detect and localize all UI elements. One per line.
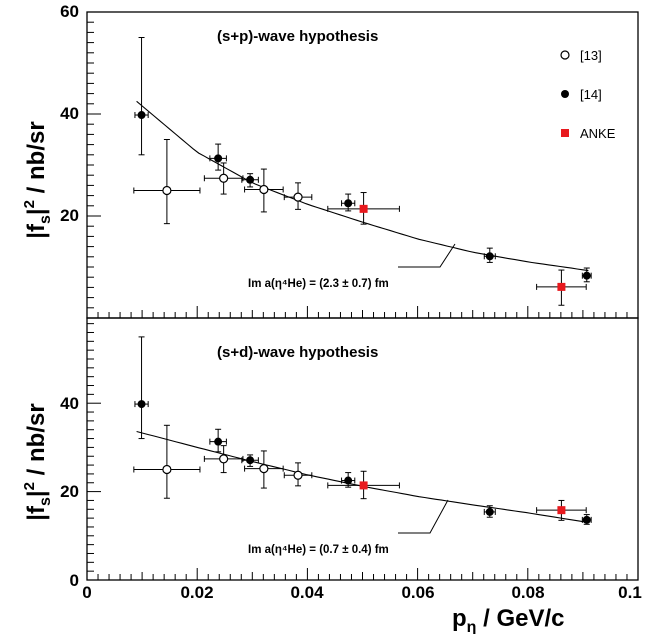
data-points-bottom <box>133 336 592 525</box>
data-point-open-circle <box>219 454 229 464</box>
data-point-open-circle <box>162 185 172 196</box>
ytick-label: 40 <box>60 394 79 413</box>
data-point-filled-circle <box>344 199 353 208</box>
panel-top: (s+p)-wave hypothesis 20 40 60 [13] [14]… <box>21 2 639 319</box>
ytick-label: 0 <box>70 571 79 590</box>
xtick-label: 0.06 <box>401 583 434 602</box>
data-point-anke-square <box>557 506 566 515</box>
data-point-filled-circle <box>137 111 146 120</box>
legend-marker-red-square <box>561 129 569 137</box>
data-point-open-circle <box>259 464 269 474</box>
x-axis-label: pη / GeV/c <box>452 605 565 634</box>
data-point-filled-circle <box>214 154 223 163</box>
ytick-labels-top: 20 40 60 <box>60 2 79 225</box>
fit-curve-top <box>136 100 589 272</box>
hypothesis-title-top: (s+p)-wave hypothesis <box>217 28 378 45</box>
xtick-labels: 0 0.02 0.04 0.06 0.08 0.1 <box>82 583 642 602</box>
data-point-open-circle <box>293 192 303 202</box>
data-point-filled-circle <box>214 437 223 446</box>
data-point-filled-circle <box>344 476 353 485</box>
ytick-label: 40 <box>60 104 79 123</box>
fit-curve-line <box>136 430 589 524</box>
data-point-filled-circle <box>137 400 146 409</box>
xtick-label: 0.02 <box>180 583 213 602</box>
ytick-label: 20 <box>60 206 79 225</box>
xtick-label: 0 <box>82 583 91 602</box>
legend-marker-filled-circle <box>561 90 569 98</box>
data-point-anke-square <box>557 282 566 291</box>
xtick-label: 0.08 <box>511 583 544 602</box>
xtick-label: 0.04 <box>290 583 324 602</box>
annotation-top: Im a(η⁴He) = (2.3 ± 0.7) fm <box>248 278 389 290</box>
annotation-pointer <box>398 499 449 534</box>
ytick-labels-bottom: 0 20 40 <box>60 394 79 590</box>
y-axis-label-bottom: |fs|2 / nb/sr <box>21 403 54 520</box>
legend-marker-open-circle <box>560 50 570 60</box>
data-point-anke-square <box>359 204 368 213</box>
hypothesis-title-bottom: (s+d)-wave hypothesis <box>217 344 378 361</box>
axis-ticks-bottom <box>86 323 639 581</box>
data-point-filled-circle <box>246 456 255 465</box>
data-point-open-circle <box>293 470 303 480</box>
y-axis-label-top: |fs|2 / nb/sr <box>21 121 54 238</box>
plot-frame-top <box>86 11 639 319</box>
legend: [13] [14] ANKE <box>560 48 616 141</box>
ytick-label: 60 <box>60 2 79 21</box>
data-point-filled-circle <box>246 175 255 184</box>
legend-label: ANKE <box>580 126 616 141</box>
fit-curve-bottom <box>136 430 589 524</box>
legend-label: [14] <box>580 87 602 102</box>
annotation-bottom: Im a(η⁴He) = (0.7 ± 0.4) fm <box>248 544 389 556</box>
axis-ticks-top <box>86 11 639 319</box>
data-point-filled-circle <box>582 271 591 280</box>
data-point-open-circle <box>219 173 229 183</box>
xtick-label: 0.1 <box>618 583 642 602</box>
data-point-filled-circle <box>485 507 494 516</box>
legend-label: [13] <box>580 48 602 63</box>
panel-bottom: (s+d)-wave hypothesis 0 20 40 0 0.02 0.0… <box>21 317 642 634</box>
data-point-open-circle <box>259 184 269 195</box>
annotation-pointer <box>398 243 456 268</box>
data-point-anke-square <box>359 481 368 490</box>
data-point-filled-circle <box>485 252 494 261</box>
data-points-top <box>133 37 592 306</box>
data-point-open-circle <box>162 464 172 475</box>
ytick-label: 20 <box>60 482 79 501</box>
fit-curve-line <box>136 100 589 272</box>
data-point-filled-circle <box>582 515 591 524</box>
